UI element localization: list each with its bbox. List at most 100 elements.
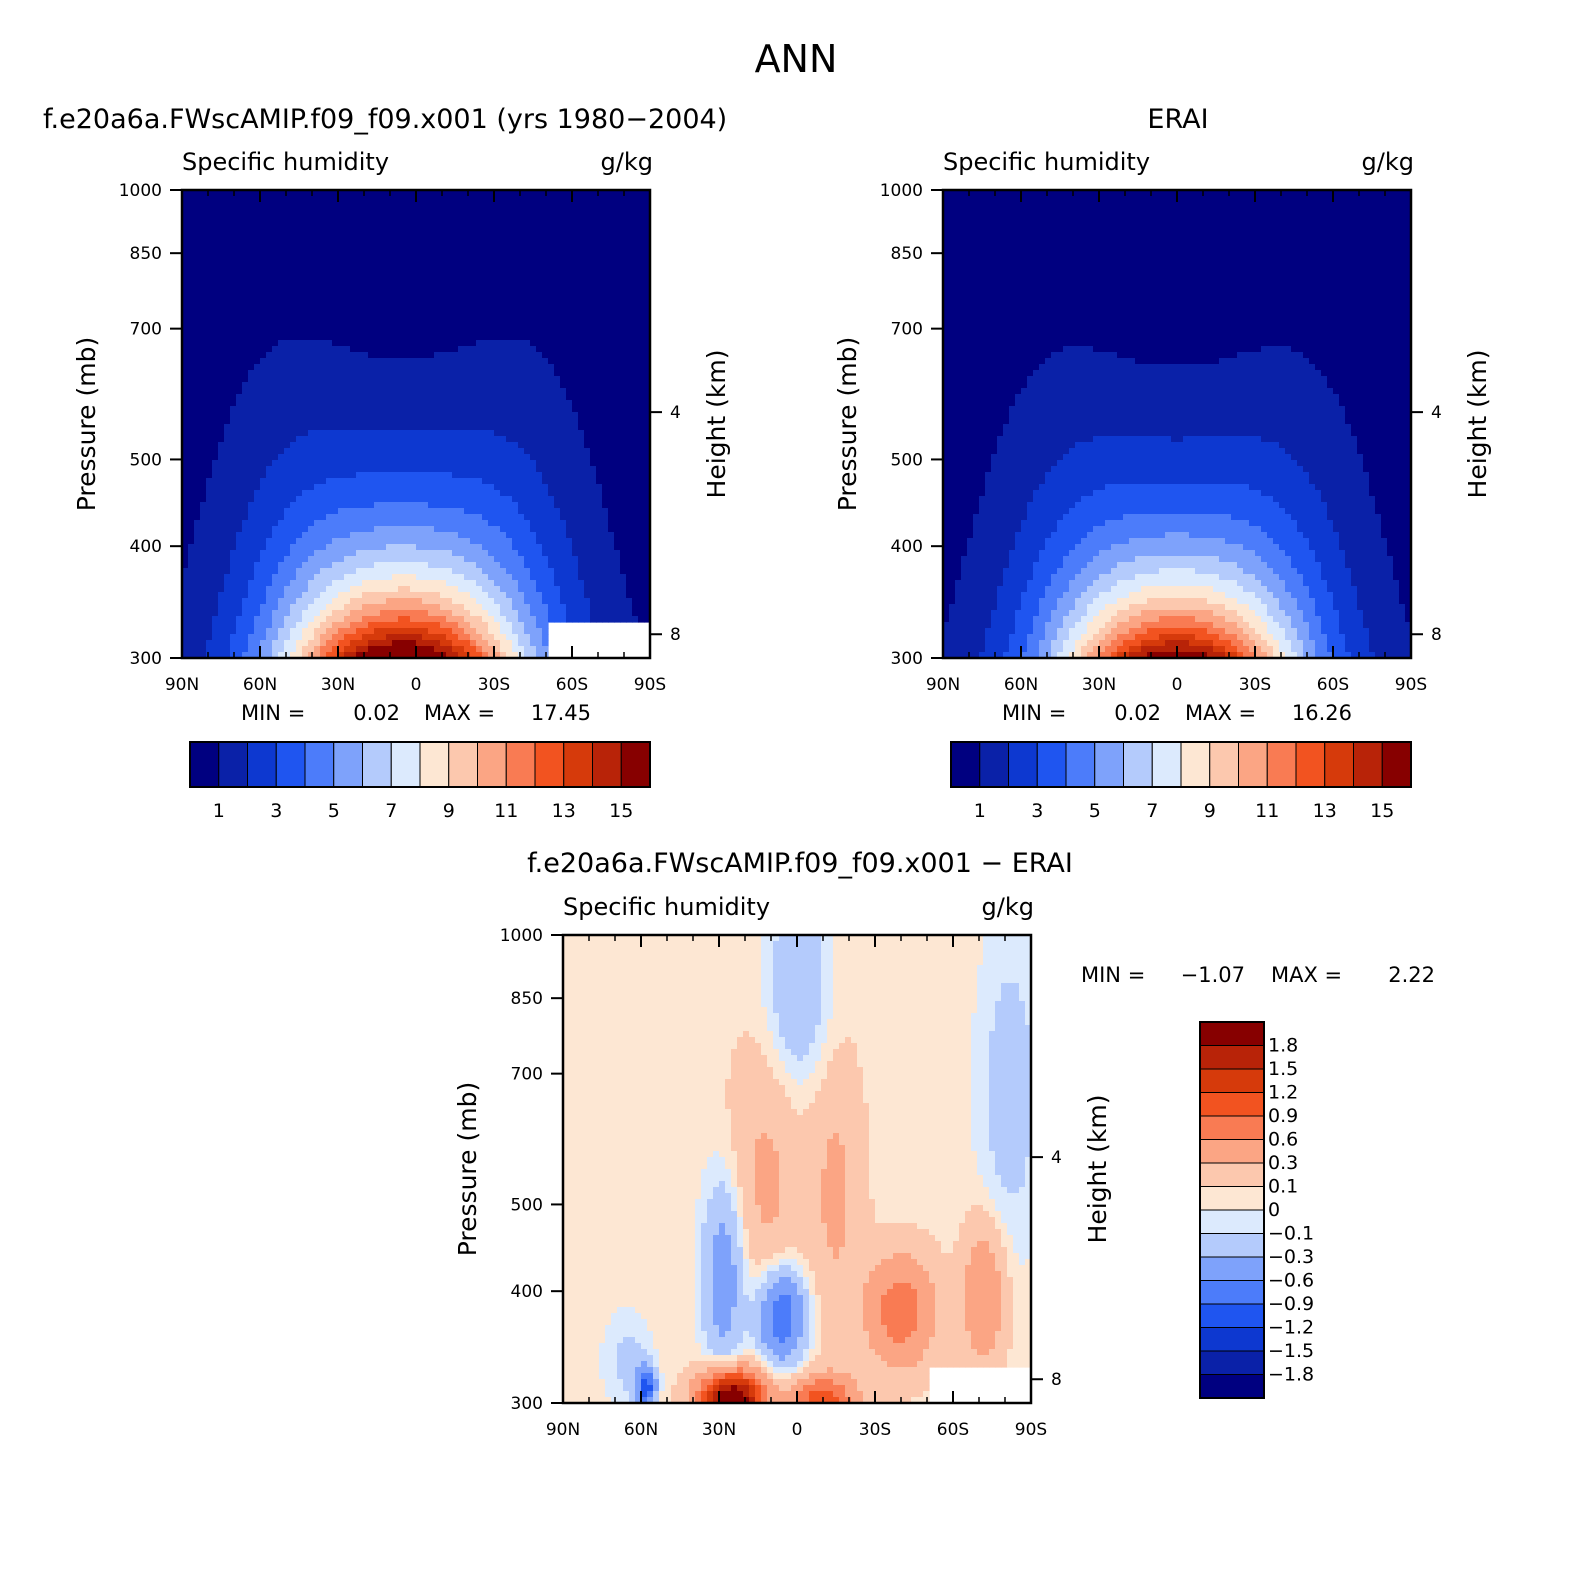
field-cell xyxy=(248,250,255,257)
field-cell xyxy=(374,454,381,461)
field-cell xyxy=(554,310,561,317)
field-cell xyxy=(518,340,525,347)
field-cell xyxy=(296,322,303,329)
field-cell xyxy=(482,418,489,425)
field-cell xyxy=(290,334,297,341)
field-cell xyxy=(644,538,651,545)
field-cell xyxy=(356,286,363,293)
field-cell xyxy=(266,280,273,287)
field-cell xyxy=(602,238,609,245)
field-cell xyxy=(380,508,387,515)
field-cell xyxy=(284,286,291,293)
field-cell xyxy=(380,568,387,575)
field-cell xyxy=(572,490,579,497)
field-cell xyxy=(380,250,387,257)
field-cell xyxy=(380,274,387,281)
field-cell xyxy=(296,418,303,425)
field-cell xyxy=(464,250,471,257)
field-cell xyxy=(632,382,639,389)
field-cell xyxy=(392,322,399,329)
field-cell xyxy=(506,202,513,209)
field-cell xyxy=(284,340,291,347)
field-cell xyxy=(542,208,549,215)
field-cell xyxy=(422,358,429,365)
field-cell xyxy=(320,418,327,425)
panel-model-left-caption: Specific humidity xyxy=(182,148,389,176)
field-cell xyxy=(308,334,315,341)
field-cell xyxy=(476,466,483,473)
field-cell xyxy=(518,538,525,545)
field-cell xyxy=(278,418,285,425)
field-cell xyxy=(518,388,525,395)
field-cell xyxy=(182,436,189,443)
field-cell xyxy=(554,244,561,251)
field-cell xyxy=(344,346,351,353)
field-cell xyxy=(464,310,471,317)
field-cell xyxy=(596,190,603,197)
field-cell xyxy=(542,448,549,455)
field-cell xyxy=(434,490,441,497)
field-cell xyxy=(188,424,195,431)
field-cell xyxy=(620,430,627,437)
field-cell xyxy=(320,250,327,257)
field-cell xyxy=(566,310,573,317)
field-cell xyxy=(290,202,297,209)
field-cell xyxy=(260,244,267,251)
field-cell xyxy=(584,364,591,371)
field-cell xyxy=(230,250,237,257)
field-cell xyxy=(380,484,387,491)
field-cell xyxy=(458,322,465,329)
field-cell xyxy=(296,304,303,311)
field-cell xyxy=(284,502,291,509)
field-cell xyxy=(584,298,591,305)
field-cell xyxy=(470,238,477,245)
field-cell xyxy=(302,412,309,419)
field-cell xyxy=(326,298,333,305)
field-cell xyxy=(548,436,555,443)
field-cell xyxy=(386,292,393,299)
field-cell xyxy=(344,406,351,413)
field-cell xyxy=(614,316,621,323)
field-cell xyxy=(218,508,225,515)
field-cell xyxy=(620,448,627,455)
field-cell xyxy=(362,532,369,539)
field-cell xyxy=(404,232,411,239)
field-cell xyxy=(566,256,573,263)
field-cell xyxy=(644,496,651,503)
field-cell xyxy=(350,430,357,437)
field-cell xyxy=(398,310,405,317)
field-cell xyxy=(362,346,369,353)
field-cell xyxy=(446,334,453,341)
field-cell xyxy=(398,352,405,359)
field-cell xyxy=(380,238,387,245)
field-cell xyxy=(572,256,579,263)
field-cell xyxy=(482,562,489,569)
field-cell xyxy=(638,520,645,527)
field-cell xyxy=(398,358,405,365)
field-cell xyxy=(458,268,465,275)
field-cell xyxy=(566,406,573,413)
field-cell xyxy=(488,280,495,287)
field-cell xyxy=(332,556,339,563)
field-cell xyxy=(422,250,429,257)
field-cell xyxy=(416,316,423,323)
field-cell xyxy=(272,286,279,293)
field-cell xyxy=(416,442,423,449)
field-cell xyxy=(344,430,351,437)
field-cell xyxy=(362,364,369,371)
field-cell xyxy=(260,472,267,479)
field-cell xyxy=(242,442,249,449)
field-cell xyxy=(644,520,651,527)
field-cell xyxy=(212,478,219,485)
field-cell xyxy=(314,292,321,299)
field-cell xyxy=(374,484,381,491)
field-cell xyxy=(194,346,201,353)
field-cell xyxy=(194,406,201,413)
field-cell xyxy=(608,370,615,377)
field-cell xyxy=(632,202,639,209)
field-cell xyxy=(476,286,483,293)
field-cell xyxy=(584,508,591,515)
field-cell xyxy=(254,532,261,539)
field-cell xyxy=(554,256,561,263)
field-cell xyxy=(230,568,237,575)
